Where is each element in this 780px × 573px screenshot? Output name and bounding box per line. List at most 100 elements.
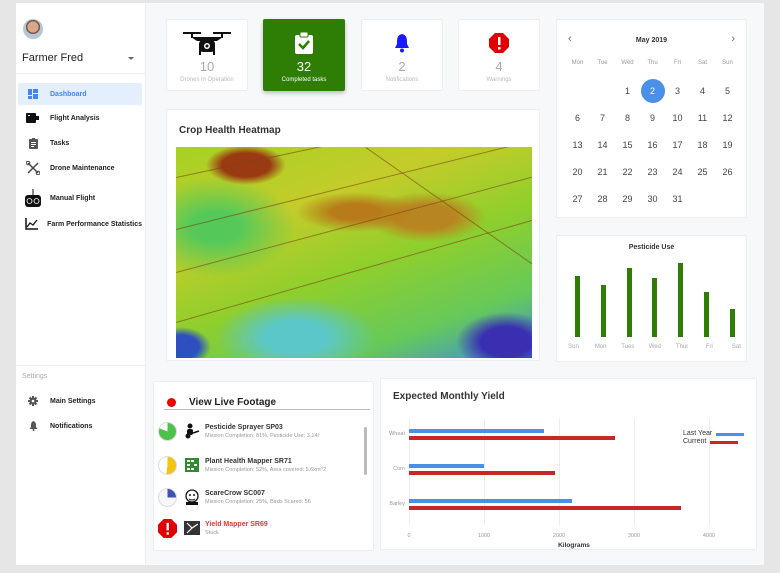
calendar-day[interactable]: 21 <box>597 166 608 177</box>
calendar-day[interactable]: 15 <box>622 139 633 150</box>
chart-bar[interactable] <box>600 285 606 337</box>
dashboard-icon <box>18 89 48 99</box>
sidebar-item-drone-maintenance[interactable]: Drone Maintenance <box>18 157 142 179</box>
x-axis-title: Kilograms <box>558 542 590 549</box>
sidebar-item-main-settings[interactable]: Main Settings <box>18 390 142 412</box>
chart-bar[interactable] <box>652 278 658 337</box>
x-tick-label: 0 <box>407 533 411 539</box>
calendar-day[interactable]: 22 <box>622 166 633 177</box>
chart-bar[interactable] <box>626 267 632 337</box>
stat-card-warnings[interactable]: 4 Warnings <box>458 19 540 91</box>
heatmap-image[interactable] <box>176 147 532 358</box>
calendar-day[interactable]: 30 <box>647 193 658 204</box>
chart-bar[interactable] <box>409 464 484 468</box>
calendar-day[interactable]: 17 <box>672 139 683 150</box>
calendar-day[interactable]: 11 <box>697 112 708 123</box>
divider <box>16 73 146 74</box>
stat-label: Warnings <box>486 77 512 83</box>
sidebar-item-label: Tasks <box>50 139 70 147</box>
calendar-day[interactable]: 20 <box>572 166 583 177</box>
sidebar-item-farm-performance-statistics[interactable]: Farm Performance Statistics <box>18 213 142 235</box>
stat-card-completed-tasks[interactable]: 32 Completed tasks <box>263 19 345 91</box>
calendar-day[interactable]: 24 <box>672 166 683 177</box>
crop-health-heatmap-card: Crop Health Heatmap <box>166 109 540 361</box>
chart-bar[interactable] <box>409 499 572 503</box>
calendar-day[interactable]: 25 <box>697 166 708 177</box>
y-tick-label: Barley <box>389 501 405 507</box>
chart-bar[interactable] <box>678 263 684 337</box>
calendar-day[interactable]: 1 <box>624 85 630 96</box>
drone-list-item[interactable]: Yield Mapper SR69 Stuck <box>158 514 268 542</box>
calendar-day[interactable]: 23 <box>647 166 658 177</box>
chart-bar[interactable] <box>409 506 682 510</box>
chart-bar[interactable] <box>409 471 555 475</box>
drone-list-item[interactable]: Plant Health Mapper SR71 Mission Complet… <box>158 451 326 479</box>
stat-value: 32 <box>296 59 312 74</box>
gear-icon <box>18 396 48 406</box>
x-tick-label: Fri <box>705 344 713 350</box>
bell-icon <box>362 29 442 57</box>
calendar-day[interactable]: 7 <box>599 112 605 123</box>
chart-bar[interactable] <box>704 291 710 337</box>
calendar-prev-button[interactable]: ‹ <box>568 33 572 45</box>
calendar-day[interactable]: 19 <box>722 139 733 150</box>
chart-bar[interactable] <box>729 309 735 337</box>
live-footage-header[interactable]: View Live Footage <box>164 396 370 410</box>
sidebar-item-label: Notifications <box>50 422 93 430</box>
calendar-day[interactable]: 29 <box>622 193 633 204</box>
grid-line <box>634 419 635 525</box>
drone-list-item[interactable]: ScareCrow SC007 Mission Completion: 25%,… <box>158 483 311 511</box>
weekday-label: Tue <box>597 60 608 66</box>
drone-name: Pesticide Sprayer SP03 <box>205 423 283 431</box>
calendar-day[interactable]: 14 <box>597 139 608 150</box>
sidebar-item-manual-flight[interactable]: Manual Flight <box>18 185 142 211</box>
calendar-day[interactable]: 18 <box>697 139 708 150</box>
calendar-day[interactable]: 2 <box>640 77 665 104</box>
chart-bar[interactable] <box>409 429 544 433</box>
stat-label: Completed tasks <box>281 77 327 83</box>
chart-bar[interactable] <box>409 436 615 440</box>
chevron-down-icon[interactable] <box>128 57 134 60</box>
sidebar-item-label: Flight Analysis <box>50 114 100 122</box>
sidebar-item-dashboard[interactable]: Dashboard <box>18 83 142 105</box>
sidebar-item-notifications[interactable]: Notifications <box>18 415 142 437</box>
sidebar-item-tasks[interactable]: Tasks <box>18 132 142 154</box>
calendar-day[interactable]: 16 <box>647 139 658 150</box>
weekday-label: Thu <box>647 60 658 66</box>
calendar-day[interactable]: 3 <box>674 85 680 96</box>
chart-title: Pesticide Use <box>628 244 675 251</box>
tools-icon <box>18 161 48 175</box>
user-name[interactable]: Farmer Fred <box>22 52 84 64</box>
stat-card-notifications[interactable]: 2 Notifications <box>361 19 443 91</box>
scrollbar[interactable] <box>364 427 367 475</box>
calendar-day[interactable]: 12 <box>722 112 733 123</box>
calendar-day[interactable]: 26 <box>722 166 733 177</box>
sidebar-item-flight-analysis[interactable]: Flight Analysis <box>18 107 142 129</box>
grid-line <box>709 419 710 525</box>
x-tick-label: Sun <box>568 344 579 350</box>
drone-list-item[interactable]: Pesticide Sprayer SP03 Mission Completio… <box>158 417 319 445</box>
app-frame: Farmer Fred Dashboard Flight Analysis Ta… <box>16 3 764 565</box>
calendar-day[interactable]: 6 <box>574 112 580 123</box>
stat-card-drones[interactable]: 10 Drones in Operation <box>166 19 248 91</box>
calendar-day[interactable]: 8 <box>624 112 630 123</box>
divider <box>16 365 146 366</box>
calendar-day[interactable]: 27 <box>572 193 583 204</box>
calendar-day[interactable]: 13 <box>572 139 583 150</box>
calendar-day[interactable]: 5 <box>724 85 730 96</box>
calendar-day[interactable]: 9 <box>649 112 655 123</box>
calendar-day[interactable]: 28 <box>597 193 608 204</box>
chart-bar[interactable] <box>575 276 580 337</box>
calendar-day[interactable]: 4 <box>699 85 705 96</box>
calendar-day[interactable]: 10 <box>672 112 683 123</box>
calendar-next-button[interactable]: › <box>731 33 735 45</box>
live-footage-title: View Live Footage <box>189 397 277 408</box>
stat-value: 10 <box>199 59 215 74</box>
stat-label: Drones in Operation <box>180 77 234 83</box>
avatar[interactable] <box>23 19 43 39</box>
x-tick-label: 4000 <box>702 533 716 539</box>
completion-pie-icon <box>158 455 177 475</box>
calendar-days: 1 2 3 4 5 6 7 8 9 10 11 12 13 14 15 16 17 18 19 20 21 22 23 24 2… <box>565 77 740 212</box>
y-tick-label: Wheat <box>389 431 405 437</box>
calendar-day[interactable]: 31 <box>672 193 683 204</box>
